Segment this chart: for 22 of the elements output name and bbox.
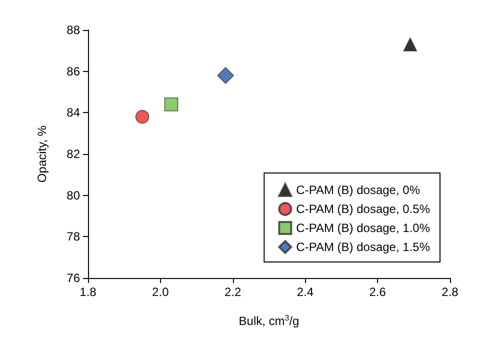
- y-tick-label: 88: [66, 23, 80, 37]
- point: [135, 110, 150, 124]
- legend-label: C-PAM (B) dosage, 0.5%: [296, 202, 430, 216]
- legend-label: C-PAM (B) dosage, 1.0%: [296, 221, 430, 235]
- y-tick-label: 80: [66, 188, 80, 202]
- y-tick-label: 86: [66, 64, 80, 78]
- y-tick-label: 84: [66, 106, 80, 120]
- point: [217, 67, 234, 84]
- x-tick-label: 2.2: [224, 285, 242, 299]
- x-tick-label: 2.8: [442, 285, 459, 299]
- x-tick-label: 2.6: [369, 285, 386, 299]
- legend-label: C-PAM (B) dosage, 1.5%: [296, 240, 430, 254]
- y-axis-title: Opacity, %: [35, 125, 49, 183]
- y-tick-label: 76: [66, 271, 80, 285]
- x-tick-label: 2.4: [296, 285, 314, 299]
- y-tick-label: 78: [66, 230, 80, 244]
- point: [164, 98, 178, 112]
- x-tick-label: 2.0: [152, 285, 170, 299]
- y-tick-label: 82: [66, 147, 80, 161]
- point: [403, 38, 418, 52]
- legend-label: C-PAM (B) dosage, 0%: [296, 183, 420, 197]
- x-tick-label: 1.8: [80, 285, 97, 299]
